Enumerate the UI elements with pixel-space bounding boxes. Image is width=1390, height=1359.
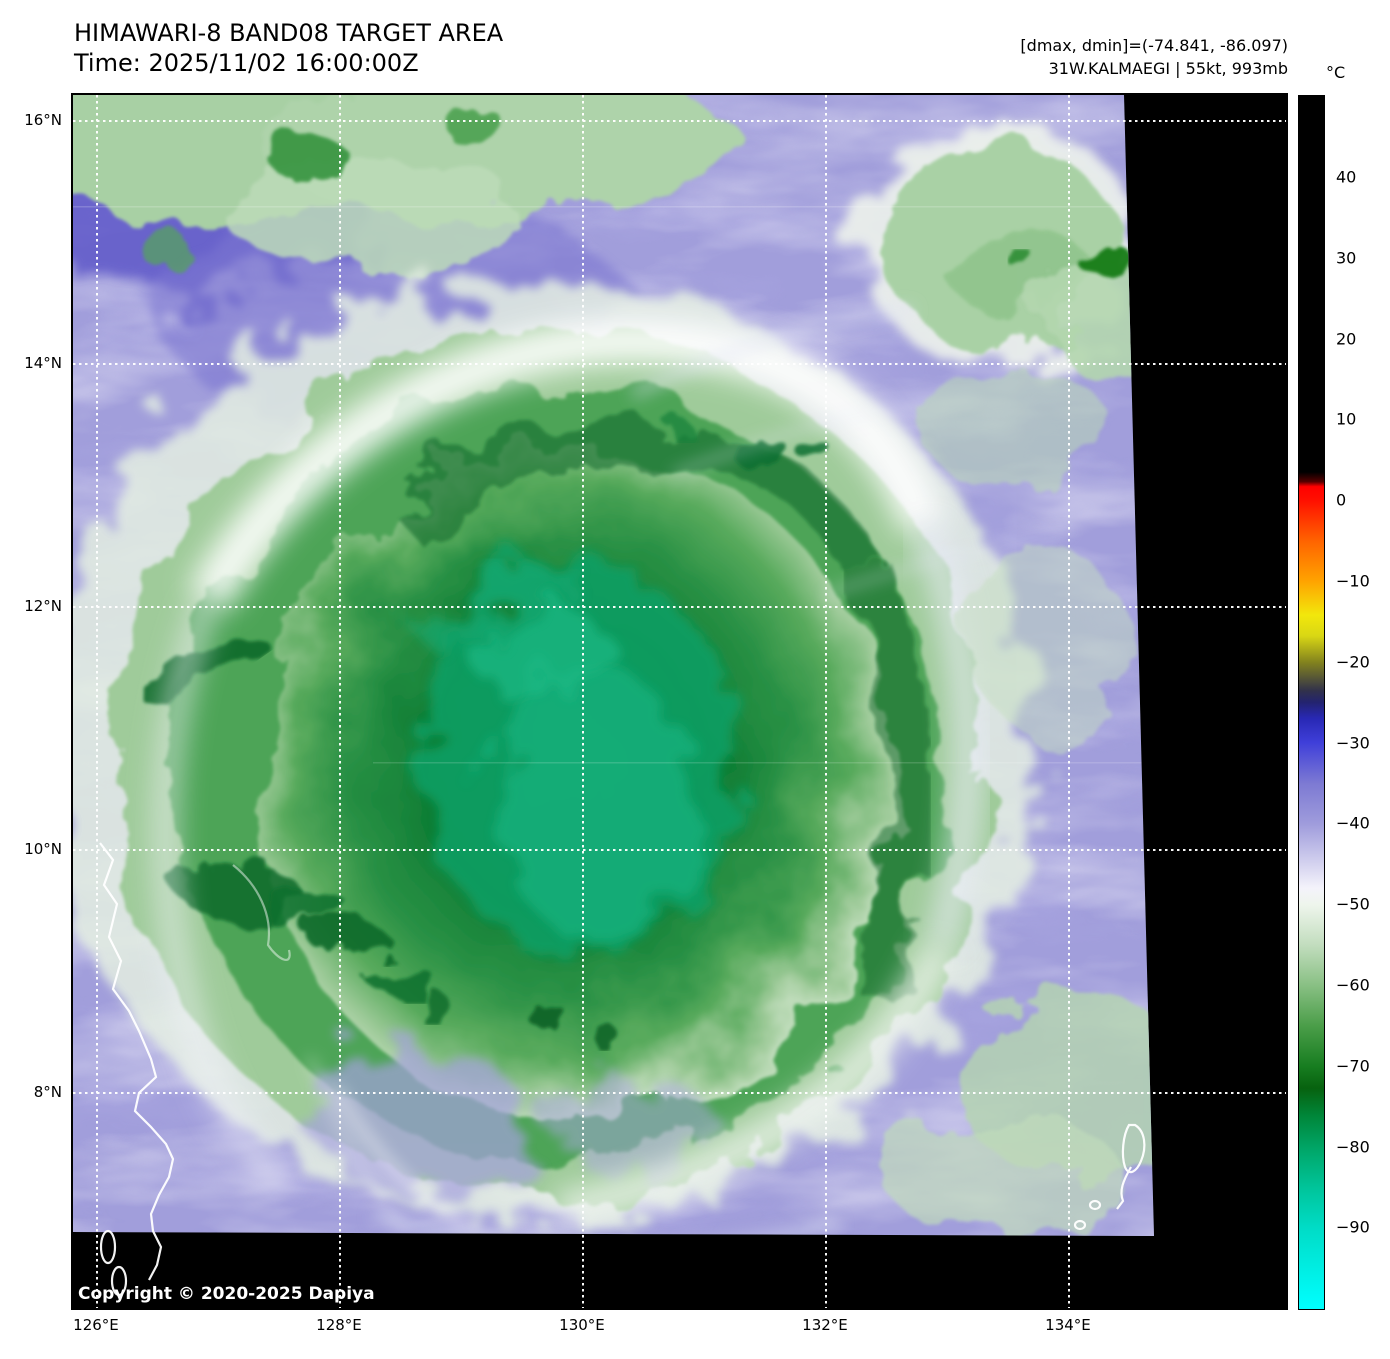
colorbar-tick-label: 10 [1336, 409, 1357, 429]
x-tick-label: 134°E [1045, 1316, 1091, 1334]
x-tick-label: 126°E [73, 1316, 119, 1334]
colorbar-tick-label: −90 [1336, 1217, 1370, 1237]
figure-title: HIMAWARI-8 BAND08 TARGET AREA [74, 19, 504, 47]
y-tick-label: 8°N [33, 1083, 62, 1102]
colorbar-tick-label: −70 [1336, 1056, 1370, 1076]
copyright: Copyright © 2020-2025 Dapiya [78, 1284, 375, 1304]
colorbar-unit-label: °C [1326, 63, 1346, 82]
y-axis-labels: 16°N 14°N 12°N 10°N 8°N [0, 95, 67, 1310]
y-tick-label: 14°N [24, 354, 62, 373]
x-tick-label: 130°E [559, 1316, 605, 1334]
colorbar-tick-label: −50 [1336, 894, 1370, 914]
x-tick-label: 132°E [802, 1316, 848, 1334]
map-plot: Copyright © 2020-2025 Dapiya [73, 95, 1288, 1310]
x-axis-labels: 126°E 128°E 130°E 132°E 134°E [0, 1316, 1390, 1340]
storm-info-text: 31W.KALMAEGI | 55kt, 993mb [1048, 59, 1288, 78]
colorbar-tick-label: −80 [1336, 1137, 1370, 1157]
colorbar-tick-label: 20 [1336, 329, 1357, 349]
y-tick-label: 10°N [24, 840, 62, 859]
colorbar-tick-label: −10 [1336, 571, 1370, 591]
colorbar-tick-label: −40 [1336, 813, 1370, 833]
colorbar-gradient [1298, 95, 1325, 1310]
y-tick-label: 12°N [24, 597, 62, 616]
colorbar-tick-label: −60 [1336, 975, 1370, 995]
satellite-image [73, 95, 1288, 1310]
colorbar-tick-label: 40 [1336, 167, 1357, 187]
x-tick-label: 128°E [316, 1316, 362, 1334]
colorbar-tick-label: −20 [1336, 652, 1370, 672]
dmax-dmin-text: [dmax, dmin]=(-74.841, -86.097) [1020, 36, 1288, 55]
y-tick-label: 16°N [24, 111, 62, 130]
storm-annotation: [dmax, dmin]=(-74.841, -86.097) 31W.KALM… [1020, 34, 1288, 80]
colorbar-tick-label: −30 [1336, 733, 1370, 753]
figure-time: Time: 2025/11/02 16:00:00Z [74, 49, 419, 77]
colorbar-tick-label: 0 [1336, 490, 1347, 510]
colorbar-tick-label: 30 [1336, 248, 1357, 268]
